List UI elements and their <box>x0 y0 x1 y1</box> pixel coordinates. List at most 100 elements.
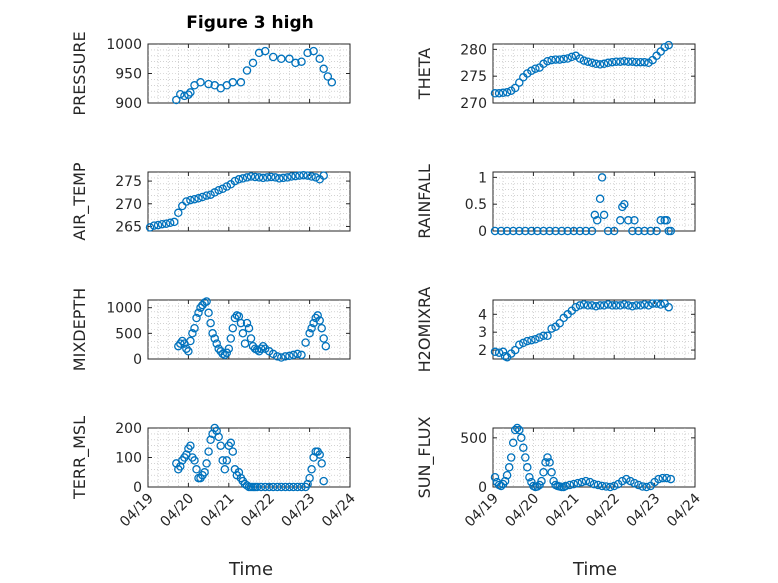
data-point <box>616 57 625 66</box>
data-point <box>510 345 520 355</box>
data-point <box>190 456 199 465</box>
y-tick-label: 100 <box>115 451 142 467</box>
data-point <box>642 482 651 492</box>
data-point <box>317 323 326 333</box>
data-point <box>170 217 179 227</box>
data-point <box>190 194 199 204</box>
data-point <box>533 226 542 236</box>
data-point <box>309 46 318 56</box>
data-point <box>660 42 669 52</box>
y-axis-label-pressure: PRESSURE <box>70 31 89 115</box>
data-point <box>145 223 155 232</box>
data-point <box>297 350 306 360</box>
data-point <box>266 172 276 182</box>
data-point <box>157 219 167 229</box>
data-point <box>595 194 605 204</box>
data-point <box>293 482 302 492</box>
data-point <box>268 482 278 492</box>
subplot-mixdepth: 0 500 1000 MIXDEPTH <box>70 288 351 371</box>
data-point <box>565 480 575 490</box>
data-point <box>666 474 676 484</box>
y-tick-label: 265 <box>115 219 142 235</box>
data-point <box>303 171 312 180</box>
data-point <box>277 482 286 492</box>
data-point <box>579 300 589 309</box>
data-point <box>498 88 508 98</box>
data-point <box>595 301 605 310</box>
data-point <box>277 353 286 362</box>
data-point <box>273 352 282 361</box>
data-point <box>301 338 310 347</box>
data-point <box>174 208 183 218</box>
data-point <box>182 197 191 206</box>
data-point <box>216 441 225 450</box>
data-point <box>563 226 572 236</box>
data-point <box>214 432 223 442</box>
y-tick-label: 3 <box>478 325 487 341</box>
y-axis-label-rainfall: RAINFALL <box>415 164 434 239</box>
data-point <box>218 456 227 465</box>
data-point <box>517 433 526 443</box>
data-point <box>628 302 637 311</box>
data-point <box>620 56 629 66</box>
data-point <box>254 173 264 182</box>
data-point <box>519 443 528 452</box>
subplot-sun-flux: 0 500 SUN_FLUX <box>415 417 696 498</box>
data-point <box>496 226 506 236</box>
data-point <box>510 83 520 93</box>
data-point <box>569 479 579 489</box>
data-point <box>626 476 635 486</box>
data-point <box>161 219 171 228</box>
data-point <box>551 226 560 236</box>
data-point <box>585 477 595 487</box>
data-point <box>601 482 611 491</box>
data-point <box>260 46 270 56</box>
grid-air-temp <box>148 172 350 231</box>
data-point <box>652 226 661 236</box>
data-point <box>240 339 250 348</box>
data-point <box>268 52 278 62</box>
data-point <box>206 318 215 328</box>
data-point <box>165 218 175 228</box>
data-point <box>547 55 556 65</box>
data-point <box>317 459 326 468</box>
series-rainfall <box>490 173 676 236</box>
data-point <box>186 441 195 450</box>
data-point <box>238 329 248 338</box>
data-point <box>555 55 564 64</box>
data-point <box>281 482 290 492</box>
data-point <box>506 453 516 462</box>
data-point <box>539 331 548 341</box>
data-point <box>307 172 316 181</box>
data-point <box>307 465 316 474</box>
data-point <box>149 221 159 230</box>
data-point <box>563 54 572 63</box>
data-point <box>611 301 621 310</box>
data-point <box>186 336 195 346</box>
data-point <box>508 226 518 236</box>
data-point <box>258 341 268 351</box>
data-point <box>327 78 337 87</box>
data-point <box>521 453 530 462</box>
data-point <box>260 482 270 492</box>
data-point <box>214 185 223 195</box>
data-point <box>636 301 645 310</box>
data-point <box>527 66 536 76</box>
data-point <box>295 171 304 180</box>
series-h2omixra <box>490 299 673 362</box>
data-point <box>218 184 227 194</box>
data-point <box>605 482 615 492</box>
subplot-h2omixra: 2 3 4 H2OMIXRA <box>415 287 696 372</box>
data-point <box>664 40 673 50</box>
data-point <box>172 95 181 105</box>
data-point <box>618 476 627 486</box>
data-point <box>624 301 633 310</box>
data-point <box>597 481 607 491</box>
subplot-rainfall: 0 0.5 1 RAINFALL <box>415 164 696 240</box>
data-point <box>515 340 524 349</box>
data-point <box>561 481 570 491</box>
data-point <box>323 72 333 81</box>
data-point <box>208 329 217 338</box>
y-axis-label-terr-msl: TERR_MSL <box>70 416 90 500</box>
